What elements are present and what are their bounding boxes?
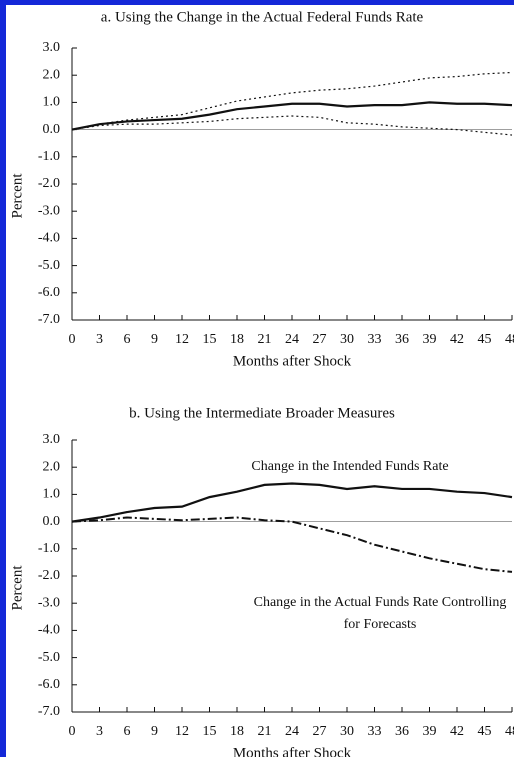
y-tick-label: 3.0 [43,40,61,55]
x-tick-label: 36 [395,332,409,347]
y-tick-label: -6.0 [38,285,60,300]
y-tick-label: -4.0 [38,231,60,246]
series-line [71,482,513,523]
x-tick-label: 21 [258,724,272,739]
y-tick-label: -7.0 [38,312,60,327]
y-tick-label: -7.0 [38,704,60,719]
series-line [71,115,513,136]
y-tick-label: 0.0 [43,122,61,137]
y-tick-label: -3.0 [38,203,60,218]
series-line [71,516,513,573]
x-tick-label: 48 [505,724,514,739]
x-tick-label: 9 [151,724,158,739]
series-line [71,71,513,131]
y-axis-label: Percent [9,565,25,611]
x-tick-label: 39 [423,724,437,739]
x-tick-label: 42 [450,332,464,347]
y-tick-label: -2.0 [38,176,60,191]
y-tick-label: 2.0 [43,459,61,474]
series-label: Change in the Actual Funds Rate Controll… [253,595,507,632]
x-tick-label: 3 [96,724,103,739]
y-tick-label: -5.0 [38,258,60,273]
y-tick-label: 0.0 [43,514,61,529]
x-tick-label: 45 [478,724,492,739]
x-axis-label: Months after Shock [233,353,352,369]
x-tick-label: 18 [230,724,244,739]
y-tick-label: -6.0 [38,677,60,692]
y-tick-label: -5.0 [38,650,60,665]
x-tick-label: 15 [203,724,217,739]
chart-title: b. Using the Intermediate Broader Measur… [129,405,395,421]
x-tick-label: 21 [258,332,272,347]
x-tick-label: 33 [368,724,382,739]
y-tick-label: -3.0 [38,595,60,610]
x-tick-label: 3 [96,332,103,347]
top-border [0,0,514,5]
x-tick-label: 27 [313,332,327,347]
y-tick-label: -4.0 [38,623,60,638]
chart-title: a. Using the Change in the Actual Federa… [101,9,424,25]
x-tick-label: 48 [505,332,514,347]
series-label: Change in the Intended Funds Rate [251,459,449,474]
x-tick-label: 27 [313,724,327,739]
x-axis-label: Months after Shock [233,745,352,757]
y-tick-label: -1.0 [38,149,60,164]
x-tick-label: 33 [368,332,382,347]
x-tick-label: 6 [124,332,131,347]
y-tick-label: 3.0 [43,432,61,447]
x-tick-label: 12 [175,332,189,347]
x-tick-label: 39 [423,332,437,347]
x-tick-label: 0 [69,332,76,347]
x-tick-label: 30 [340,724,354,739]
x-tick-label: 24 [285,724,299,739]
y-tick-label: 1.0 [43,95,61,110]
y-tick-label: 1.0 [43,487,61,502]
x-tick-label: 9 [151,332,158,347]
y-tick-label: 2.0 [43,67,61,82]
x-tick-label: 36 [395,724,409,739]
x-tick-label: 15 [203,332,217,347]
x-tick-label: 0 [69,724,76,739]
y-tick-label: -1.0 [38,541,60,556]
x-tick-label: 42 [450,724,464,739]
x-tick-label: 45 [478,332,492,347]
series-line [71,101,513,131]
x-tick-label: 12 [175,724,189,739]
x-tick-label: 18 [230,332,244,347]
x-tick-label: 30 [340,332,354,347]
left-border [0,0,6,757]
x-tick-label: 24 [285,332,299,347]
y-tick-label: -2.0 [38,568,60,583]
y-axis-label: Percent [9,173,25,219]
x-tick-label: 6 [124,724,131,739]
